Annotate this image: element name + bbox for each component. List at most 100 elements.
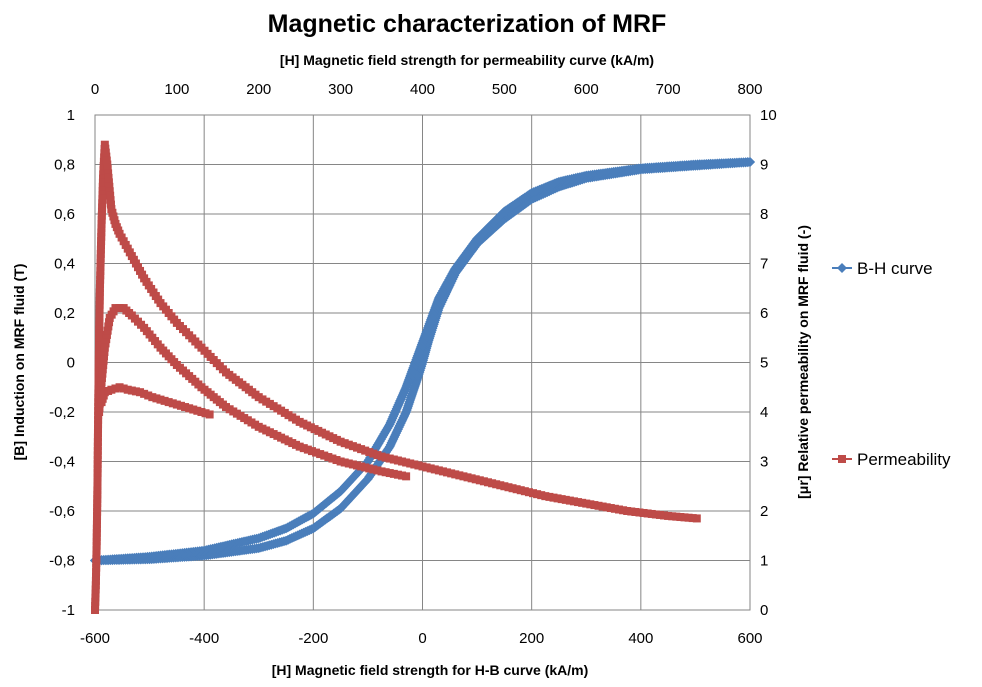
data-point	[96, 258, 105, 267]
data-point	[103, 326, 112, 335]
data-point	[201, 409, 210, 418]
data-point	[443, 468, 452, 477]
data-point	[512, 485, 521, 494]
data-point	[104, 322, 113, 331]
data-point	[369, 465, 378, 474]
y-right-tick-label: 3	[760, 454, 768, 471]
data-point	[95, 403, 104, 412]
data-point	[365, 464, 374, 473]
data-point	[181, 403, 190, 412]
data-point	[99, 356, 108, 365]
y-left-tick-label: 1	[67, 107, 75, 124]
y-left-tick-label: -1	[62, 602, 75, 619]
data-point	[93, 490, 102, 499]
data-point	[373, 451, 382, 460]
data-point	[94, 359, 103, 368]
data-point	[189, 405, 198, 414]
data-point	[357, 462, 366, 471]
data-point	[422, 463, 431, 472]
data-point	[93, 429, 102, 438]
y-right-tick-label: 7	[760, 256, 768, 273]
data-point	[398, 457, 407, 466]
data-point	[93, 486, 102, 495]
data-point	[172, 400, 181, 409]
data-point	[93, 451, 102, 460]
x-bottom-tick-label: 400	[628, 630, 653, 647]
data-point	[94, 363, 103, 372]
data-point	[467, 474, 476, 483]
axis-ticks: 10,80,60,40,20-0,2-0,4-0,6-0,8-110987654…	[49, 81, 777, 647]
data-point	[91, 589, 100, 598]
data-point	[168, 399, 177, 408]
data-point	[500, 482, 509, 491]
data-point	[377, 452, 386, 461]
data-point	[582, 499, 591, 508]
data-point	[105, 182, 114, 191]
data-point	[92, 559, 101, 568]
data-point	[92, 537, 101, 546]
data-point	[524, 488, 533, 497]
y-right-tick-label: 6	[760, 305, 768, 322]
data-point	[627, 507, 636, 516]
data-point	[91, 606, 99, 614]
data-point	[93, 494, 102, 503]
y-right-tick-label: 4	[760, 404, 768, 421]
data-point	[410, 460, 419, 469]
data-point	[336, 437, 345, 446]
data-point	[402, 458, 411, 467]
data-point	[92, 554, 101, 563]
data-point	[95, 296, 104, 305]
data-point	[98, 182, 107, 191]
series-permeability	[91, 140, 701, 614]
data-point	[95, 338, 104, 347]
data-point	[92, 563, 101, 572]
data-point	[93, 437, 102, 446]
data-point	[97, 219, 106, 228]
data-point	[353, 443, 361, 452]
data-point	[393, 470, 402, 479]
x-top-axis-title: [H] Magnetic field strength for permeabi…	[280, 52, 654, 68]
data-point	[93, 507, 102, 516]
data-point	[100, 352, 109, 361]
data-point	[393, 456, 402, 465]
x-bottom-tick-label: -600	[80, 630, 110, 647]
data-point	[639, 508, 648, 517]
data-point	[93, 477, 102, 486]
data-point	[606, 504, 615, 513]
data-point	[385, 454, 394, 463]
data-point	[106, 191, 115, 200]
data-point	[92, 572, 101, 581]
data-point	[660, 511, 669, 520]
data-point	[598, 502, 607, 511]
data-point	[93, 482, 102, 491]
data-point	[361, 463, 370, 472]
data-point	[602, 503, 611, 512]
x-top-tick-label: 500	[492, 81, 517, 98]
data-point	[97, 378, 106, 387]
data-point	[508, 484, 517, 493]
data-point	[97, 207, 106, 216]
data-point	[373, 466, 382, 475]
data-point	[100, 343, 109, 352]
data-point	[455, 471, 464, 480]
data-point	[344, 440, 353, 449]
data-point	[97, 241, 106, 250]
data-point	[615, 505, 623, 514]
data-point	[97, 211, 106, 220]
data-point	[574, 498, 583, 507]
data-point	[496, 481, 505, 490]
data-point	[557, 495, 566, 504]
data-point	[631, 507, 640, 516]
data-point	[97, 224, 106, 233]
data-point	[94, 420, 103, 429]
data-point	[127, 386, 136, 395]
data-point	[651, 510, 660, 519]
data-point	[623, 507, 632, 515]
data-point	[93, 499, 102, 508]
data-point	[590, 501, 599, 510]
data-point	[156, 395, 165, 404]
data-point	[553, 494, 562, 503]
data-point	[99, 174, 108, 183]
legend-label: B-H curve	[857, 259, 933, 278]
data-point	[105, 187, 114, 196]
